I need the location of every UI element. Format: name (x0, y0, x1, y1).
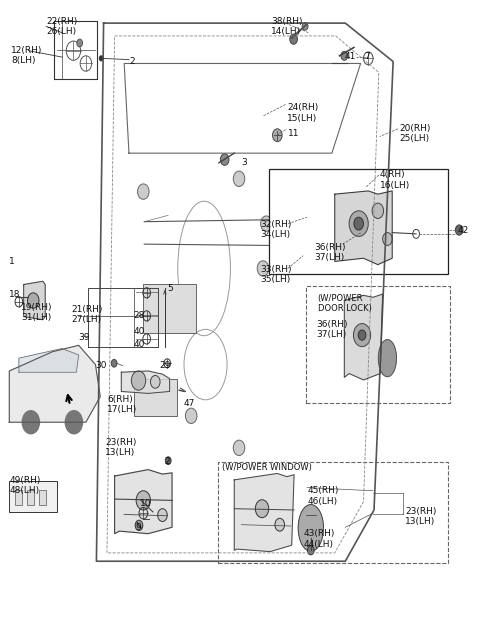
Circle shape (308, 546, 314, 555)
Text: 40: 40 (134, 340, 145, 349)
Polygon shape (115, 469, 172, 534)
Bar (134, 379, 177, 416)
Text: 43(RH)
44(LH): 43(RH) 44(LH) (303, 529, 335, 549)
Circle shape (233, 171, 245, 186)
Text: 2: 2 (129, 57, 134, 66)
Circle shape (349, 211, 368, 236)
Text: 39: 39 (78, 333, 90, 342)
Circle shape (151, 376, 160, 388)
Text: 24(RH)
15(LH): 24(RH) 15(LH) (287, 103, 318, 123)
Text: 9: 9 (136, 523, 142, 532)
Text: 12(RH)
8(LH): 12(RH) 8(LH) (11, 46, 43, 65)
Polygon shape (234, 473, 294, 551)
Circle shape (136, 490, 151, 510)
Text: 49(RH)
48(LH): 49(RH) 48(LH) (9, 476, 41, 496)
Circle shape (341, 51, 348, 60)
Polygon shape (24, 281, 45, 320)
Ellipse shape (378, 340, 396, 377)
Text: 23(RH)
13(LH): 23(RH) 13(LH) (405, 507, 436, 526)
Bar (306, 286, 450, 403)
Ellipse shape (298, 505, 324, 551)
Circle shape (77, 39, 83, 47)
Circle shape (261, 216, 272, 231)
Text: 4(RH)
16(LH): 4(RH) 16(LH) (380, 171, 410, 190)
Bar (38, 490, 46, 505)
Text: 38(RH)
14(LH): 38(RH) 14(LH) (271, 17, 302, 36)
Circle shape (456, 225, 463, 235)
Bar (14, 490, 22, 505)
Text: 29: 29 (159, 361, 171, 370)
Circle shape (135, 520, 143, 530)
Circle shape (233, 440, 245, 456)
Text: 45(RH)
46(LH): 45(RH) 46(LH) (308, 486, 339, 506)
Circle shape (383, 232, 392, 245)
Circle shape (220, 154, 229, 166)
Text: 10: 10 (140, 499, 151, 508)
Circle shape (157, 508, 167, 521)
Circle shape (353, 324, 371, 347)
Circle shape (138, 184, 149, 199)
Bar (269, 169, 448, 273)
Circle shape (358, 330, 366, 340)
Circle shape (165, 457, 171, 465)
Text: 30: 30 (96, 361, 107, 370)
Circle shape (257, 261, 269, 276)
Polygon shape (9, 345, 100, 422)
Text: 36(RH)
37(LH): 36(RH) 37(LH) (317, 320, 348, 339)
Text: 3: 3 (241, 158, 247, 167)
Circle shape (290, 34, 298, 44)
Polygon shape (19, 349, 79, 372)
Text: 28: 28 (134, 311, 145, 320)
Text: (W/POWER WINDOW): (W/POWER WINDOW) (222, 464, 312, 473)
Polygon shape (344, 294, 383, 380)
Text: 5: 5 (167, 284, 173, 293)
Text: 21(RH)
27(LH): 21(RH) 27(LH) (72, 305, 103, 324)
Circle shape (413, 229, 420, 238)
Bar (217, 462, 448, 563)
Polygon shape (121, 371, 169, 394)
Circle shape (111, 360, 117, 367)
Bar (9, 481, 57, 512)
Text: 23(RH)
13(LH): 23(RH) 13(LH) (105, 438, 136, 457)
Text: 36(RH)
37(LH): 36(RH) 37(LH) (314, 243, 346, 262)
Polygon shape (335, 191, 392, 265)
Bar (26, 490, 34, 505)
Circle shape (185, 408, 197, 424)
Text: 32(RH)
34(LH): 32(RH) 34(LH) (260, 220, 291, 239)
Circle shape (255, 499, 269, 517)
Circle shape (275, 518, 285, 531)
Circle shape (27, 293, 39, 308)
Text: 33(RH)
35(LH): 33(RH) 35(LH) (260, 265, 292, 284)
Text: 19(RH)
31(LH): 19(RH) 31(LH) (21, 303, 52, 322)
Circle shape (132, 371, 146, 390)
Text: 2: 2 (164, 457, 170, 466)
Circle shape (273, 129, 282, 142)
Text: 11: 11 (288, 129, 300, 138)
Text: 18: 18 (9, 290, 21, 299)
Text: 40: 40 (134, 327, 145, 336)
Circle shape (302, 22, 308, 30)
Text: 20(RH)
25(LH): 20(RH) 25(LH) (399, 124, 430, 143)
Circle shape (354, 217, 363, 230)
Text: (W/POWER
DOOR LOCK): (W/POWER DOOR LOCK) (318, 294, 372, 313)
Text: 42: 42 (458, 226, 469, 235)
Text: 6(RH)
17(LH): 6(RH) 17(LH) (107, 395, 137, 414)
Circle shape (372, 203, 384, 218)
Text: 1: 1 (9, 257, 15, 266)
Text: 7: 7 (364, 52, 370, 61)
Bar (144, 284, 196, 333)
Text: 47: 47 (183, 399, 195, 408)
Text: 41: 41 (344, 52, 356, 61)
Circle shape (99, 56, 103, 61)
Circle shape (224, 472, 235, 487)
Text: 22(RH)
26(LH): 22(RH) 26(LH) (46, 17, 77, 36)
Circle shape (22, 411, 39, 434)
Circle shape (65, 411, 83, 434)
